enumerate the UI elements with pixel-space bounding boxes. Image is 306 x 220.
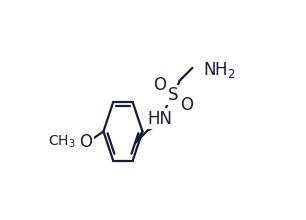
Text: O: O [153, 76, 166, 94]
Text: O: O [79, 133, 92, 151]
Text: S: S [168, 86, 178, 104]
Text: CH$_3$: CH$_3$ [48, 133, 76, 150]
Text: O: O [180, 96, 193, 114]
Text: NH$_2$: NH$_2$ [203, 61, 236, 81]
Text: HN: HN [148, 110, 173, 128]
